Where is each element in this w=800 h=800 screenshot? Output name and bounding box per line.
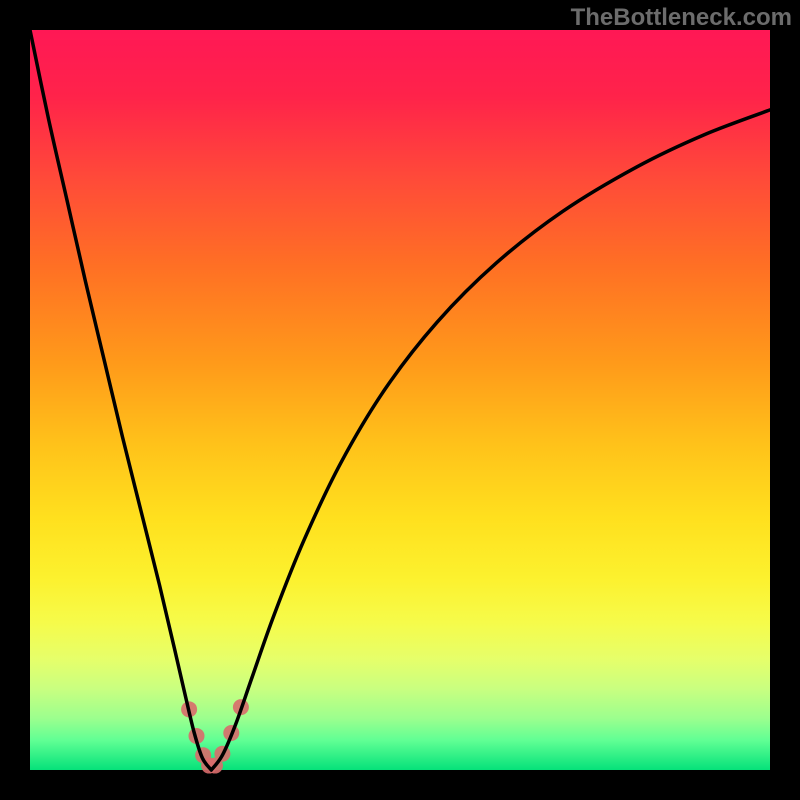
- watermark-text: TheBottleneck.com: [571, 4, 792, 32]
- right-curve: [211, 110, 770, 770]
- bottleneck-curves: [0, 0, 800, 800]
- left-curve: [30, 30, 211, 770]
- chart-container: TheBottleneck.com: [0, 0, 800, 800]
- vertex-marker-group: [181, 699, 249, 773]
